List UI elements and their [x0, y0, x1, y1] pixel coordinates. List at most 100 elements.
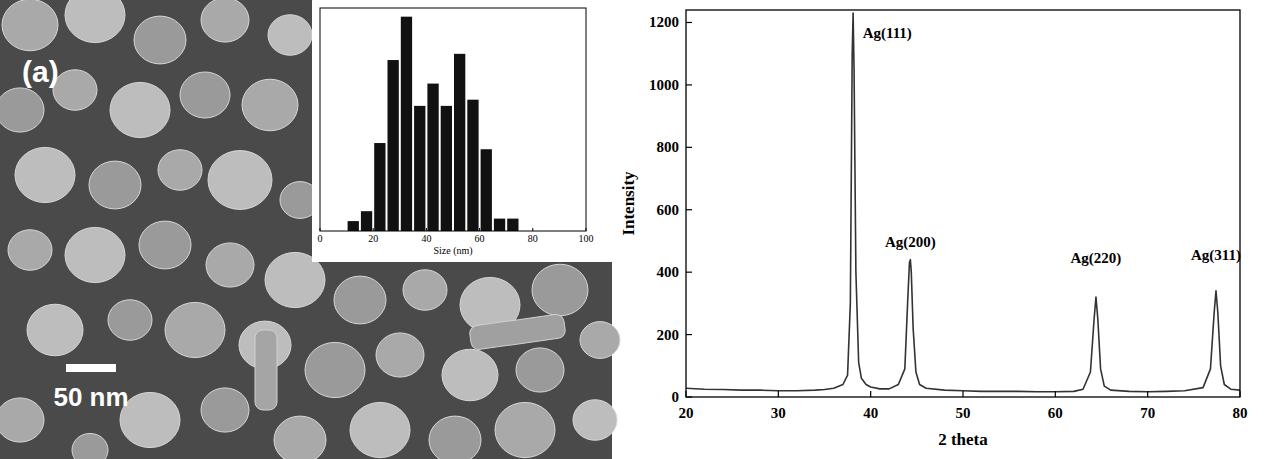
tick-label: 800: [657, 139, 680, 155]
bar: [494, 219, 505, 231]
particle: [516, 348, 564, 392]
plot-lines: [686, 13, 1240, 392]
particle: [2, 0, 58, 51]
tick-label: 400: [657, 264, 680, 280]
tick-label: 70: [1140, 405, 1155, 421]
tick-label: 100: [579, 233, 594, 244]
particle: [134, 16, 186, 64]
tick-label: 200: [657, 327, 680, 343]
particle: [165, 302, 225, 357]
bar: [374, 143, 385, 231]
bar: [507, 219, 518, 231]
tick: [870, 391, 871, 397]
particle: [350, 402, 410, 457]
tick: [686, 84, 692, 85]
scale-bar-label: 50 nm: [53, 382, 128, 412]
particle: [180, 72, 230, 118]
particle: [201, 0, 249, 42]
particle: [242, 79, 298, 131]
axis-title: Size (nm): [433, 245, 472, 257]
peak-label: Ag(200): [885, 234, 936, 251]
particle: [8, 230, 52, 270]
annotations: Ag(111)Ag(200)Ag(220)Ag(311): [863, 25, 1241, 267]
tick-label: 60: [475, 233, 485, 244]
tick-label: 1000: [649, 77, 679, 93]
particle: [110, 82, 170, 137]
inset-background: [312, 0, 612, 262]
tick-label: 20: [679, 405, 694, 421]
tick: [686, 334, 692, 335]
tick: [1055, 391, 1056, 397]
tick-label: 1200: [649, 14, 679, 30]
particle: [305, 342, 365, 397]
sem-background: [0, 0, 612, 459]
particle: [0, 88, 44, 132]
peak-label: Ag(311): [1191, 247, 1241, 264]
particle: [580, 322, 620, 359]
tick-label: 60: [1048, 405, 1063, 421]
scale-bar: [66, 364, 116, 372]
nanorod: [469, 313, 566, 350]
particle: [139, 221, 191, 269]
bar: [388, 60, 399, 231]
xrd-chart: 203040506070800200400600800100012002 the…: [619, 10, 1248, 449]
particle: [65, 0, 125, 43]
tick: [373, 228, 374, 231]
particle: [495, 402, 555, 457]
tick: [426, 228, 427, 231]
particle: [334, 276, 386, 324]
particle: [15, 147, 75, 202]
bar: [414, 106, 425, 231]
bar: [401, 17, 412, 231]
axis-title: Intensity: [619, 171, 638, 236]
tick: [686, 209, 692, 210]
tick-label: 40: [421, 233, 431, 244]
xrd-line: [686, 13, 1240, 392]
sem-panel: (a) 50 nm: [0, 0, 620, 459]
particle: [429, 416, 481, 459]
figure: (a)50 nm020406080100Size (nm)20304050607…: [0, 0, 1266, 459]
bar: [481, 149, 492, 231]
tick-label: 20: [368, 233, 378, 244]
particle: [274, 416, 326, 459]
particle: [27, 304, 83, 356]
bar: [467, 100, 478, 231]
tick: [1239, 391, 1240, 397]
bar: [441, 106, 452, 231]
tick: [686, 272, 692, 273]
tick: [962, 391, 963, 397]
tick: [586, 228, 587, 231]
inset-histogram: 0 20 40 60 80 100 Size (nm): [312, 0, 612, 262]
bar: [427, 84, 438, 231]
particle: [89, 161, 141, 209]
bar: [454, 54, 465, 231]
frame: [686, 10, 1240, 397]
tick: [686, 147, 692, 148]
panel-label: (a): [22, 55, 59, 88]
particle: [376, 333, 424, 377]
bar: [348, 221, 359, 231]
particle: [108, 300, 152, 340]
tick-label: 50: [956, 405, 971, 421]
tick: [686, 396, 692, 397]
tick: [532, 228, 533, 231]
axis-title: 2 theta: [938, 430, 988, 449]
peak-label: Ag(111): [863, 25, 912, 42]
tick: [778, 391, 779, 397]
particle: [53, 70, 97, 110]
particle: [72, 433, 108, 459]
particle: [532, 264, 588, 316]
particle: [442, 349, 498, 401]
bars: [348, 17, 519, 231]
nanorod: [255, 330, 277, 410]
tick: [320, 228, 321, 231]
particle: [403, 270, 447, 310]
tick-label: 80: [528, 233, 538, 244]
tick: [1147, 391, 1148, 397]
tick-label: 0: [318, 233, 323, 244]
particle: [158, 150, 202, 190]
particle: [206, 243, 254, 287]
tick-label: 600: [657, 202, 680, 218]
tick: [479, 228, 480, 231]
tick-label: 40: [863, 405, 878, 421]
